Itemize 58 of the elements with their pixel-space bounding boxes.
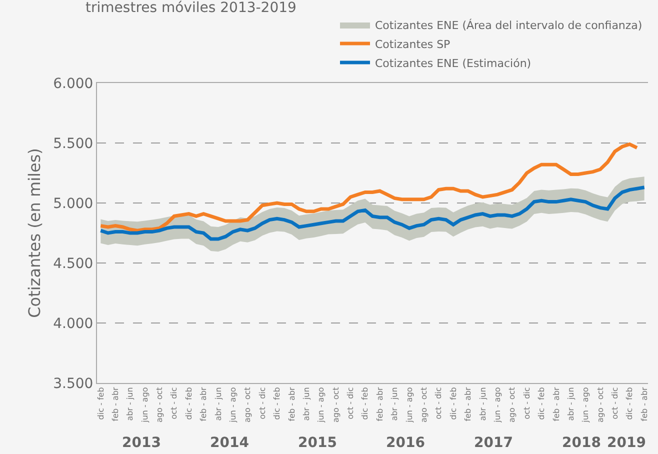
legend-label: Cotizantes ENE (Área del intervalo de confianza) bbox=[375, 18, 642, 32]
x-tick-label: jun - ago bbox=[228, 387, 238, 424]
x-tick-label: ago - oct bbox=[508, 387, 517, 422]
x-tick-label: jun - ago bbox=[581, 387, 590, 424]
y-axis-title: Cotizantes (en miles) bbox=[25, 148, 44, 318]
x-tick-label: oct - dic bbox=[258, 387, 267, 420]
x-tick-label: dic - feb bbox=[537, 387, 546, 420]
x-tick-label: oct - dic bbox=[610, 387, 620, 420]
text: 2017 bbox=[474, 435, 513, 451]
x-tick-label: feb - abr bbox=[552, 386, 561, 422]
x-tick-label: feb - abr bbox=[375, 386, 384, 422]
y-tick-label: 5.000 bbox=[53, 196, 94, 212]
x-tick-label: feb - abr bbox=[640, 386, 649, 422]
x-tick-label: oct - dic bbox=[170, 387, 179, 420]
x-tick-label: oct - dic bbox=[522, 387, 532, 420]
x-tick-label: oct - dic bbox=[346, 387, 356, 420]
line-series bbox=[98, 186, 646, 241]
line-series bbox=[98, 142, 639, 232]
x-tick-label: dic - feb bbox=[625, 387, 634, 420]
x-tick-label: oct - dic bbox=[434, 387, 444, 420]
legend-label: Cotizantes ENE (Estimación) bbox=[375, 56, 532, 70]
x-tick-label: ago - oct bbox=[243, 387, 252, 422]
y-tick-label: 6.000 bbox=[53, 76, 94, 92]
x-tick-label: jun - ago bbox=[492, 387, 502, 424]
y-tick-label: 3.500 bbox=[53, 376, 94, 392]
x-tick-label: dic - feb bbox=[448, 387, 458, 420]
x-tick-label: abr - jun bbox=[214, 387, 223, 421]
x-tick-label: abr - jun bbox=[478, 387, 488, 421]
y-tick-label: 4.500 bbox=[53, 256, 94, 272]
x-tick-label: jun - ago bbox=[140, 387, 150, 424]
y-tick-label: 4.000 bbox=[53, 316, 94, 332]
legend-label: Cotizantes SP bbox=[375, 38, 451, 51]
text: 2015 bbox=[298, 435, 337, 451]
x-tick-label: dic - feb bbox=[96, 387, 106, 420]
x-tick-label: dic - feb bbox=[272, 387, 282, 420]
x-tick-label: ago - oct bbox=[331, 387, 340, 422]
x-tick-label: jun - ago bbox=[404, 387, 414, 424]
x-tick-label: feb - abr bbox=[287, 386, 296, 422]
x-tick-label: abr - jun bbox=[390, 387, 400, 421]
chart-title: trimestres móviles 2013-2019 bbox=[86, 0, 296, 16]
x-tick-label: abr - jun bbox=[126, 387, 135, 421]
x-tick-label: ago - oct bbox=[596, 387, 605, 422]
text: 2019 bbox=[607, 435, 646, 451]
x-tick-label: jun - ago bbox=[316, 387, 326, 424]
x-tick-label: feb - abr bbox=[464, 386, 473, 422]
x-tick-label: abr - jun bbox=[302, 387, 311, 421]
text: 2016 bbox=[386, 435, 425, 451]
text: 2013 bbox=[122, 435, 161, 451]
x-tick-label: abr - jun bbox=[566, 387, 576, 421]
text: 2018 bbox=[562, 435, 601, 451]
x-tick-label: dic - feb bbox=[184, 387, 194, 420]
x-tick-label: feb - abr bbox=[199, 386, 208, 422]
x-tick-label: feb - abr bbox=[110, 386, 120, 422]
x-tick-label: ago - oct bbox=[420, 387, 429, 422]
y-tick-label: 5.500 bbox=[53, 136, 94, 152]
x-tick-label: dic - feb bbox=[360, 387, 370, 420]
text: 2014 bbox=[210, 435, 250, 451]
x-tick-label: ago - oct bbox=[155, 387, 164, 422]
